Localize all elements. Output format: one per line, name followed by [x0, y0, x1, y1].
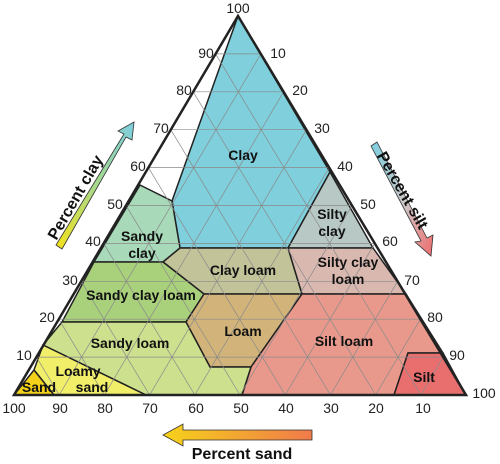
label-silty-clay: Silty clay — [317, 206, 347, 239]
clay-arrow-icon — [55, 121, 135, 250]
grid-line — [36, 356, 60, 396]
sand-tick-label: 90 — [52, 400, 68, 416]
clay-axis-arrow — [55, 121, 135, 250]
sand-tick-label: 70 — [142, 400, 158, 416]
label-silty-clay-loam: Silty clay loam — [318, 254, 379, 287]
silt-tick-label: 80 — [427, 309, 443, 325]
grid-line — [215, 53, 422, 396]
silt-tick-label: 20 — [292, 82, 308, 98]
sand-tick-label: 40 — [278, 400, 294, 416]
silt-tick-label: 10 — [270, 45, 286, 61]
label-sandy-clay-loam: Sandy clay loam — [86, 287, 196, 303]
clay-axis-title: Percent clay — [45, 153, 107, 243]
label-silt-loam: Silt loam — [315, 333, 373, 349]
sand-tick-label: 10 — [415, 400, 431, 416]
clay-tick-label: 10 — [16, 347, 32, 363]
label-clay-loam: Clay loam — [210, 262, 276, 278]
label-sand: Sand — [22, 379, 56, 395]
grid-line — [80, 281, 150, 396]
grid-line — [149, 129, 307, 396]
label-silt: Silt — [413, 369, 435, 385]
label-sandy-clay: Sandy clay — [121, 228, 163, 261]
sand-axis-arrow — [162, 423, 313, 447]
region-clay — [171, 14, 331, 249]
grid-line — [192, 91, 376, 396]
clay-tick-labels: 10 20 30 40 50 60 70 80 90 100 — [16, 0, 250, 363]
sand-axis-title: Percent sand — [192, 446, 292, 463]
grid-line — [104, 91, 284, 396]
silt-tick-label: 90 — [449, 347, 465, 363]
grid-line — [420, 356, 444, 396]
grid-line — [330, 281, 398, 396]
sand-tick-labels: 100 90 80 70 60 50 40 30 20 10 — [2, 400, 431, 416]
sand-tick-label: 20 — [368, 400, 384, 416]
silt-tick-label: 50 — [360, 196, 376, 212]
sand-tick-label: 100 — [2, 400, 26, 416]
clay-tick-label: 70 — [153, 120, 169, 136]
sand-tick-label: 60 — [188, 400, 204, 416]
clay-tick-label: 50 — [107, 196, 123, 212]
clay-tick-label: 30 — [62, 272, 78, 288]
grid-line — [58, 53, 262, 396]
grid-line — [125, 205, 241, 396]
silt-arrow-icon — [370, 141, 434, 257]
silt-tick-labels: 10 20 30 40 50 60 70 80 90 100 — [270, 45, 496, 401]
silt-tick-label: 30 — [314, 120, 330, 136]
silt-axis-title: Percent silt — [373, 149, 431, 233]
silt-axis-arrow — [370, 141, 434, 257]
label-sandy-loam: Sandy loam — [91, 335, 170, 351]
silt-tick-label: 40 — [337, 158, 353, 174]
label-loam: Loam — [224, 323, 261, 339]
label-loamy-sand: Loamy sand — [55, 363, 108, 395]
silt-tick-label: 60 — [382, 233, 398, 249]
clay-tick-label: 40 — [85, 233, 101, 249]
grid-line — [239, 205, 353, 396]
clay-tick-label: 80 — [176, 82, 192, 98]
sand-tick-label: 80 — [97, 400, 113, 416]
sand-tick-label: 50 — [233, 400, 249, 416]
clay-tick-label: 20 — [39, 309, 55, 325]
silt-tick-label: 70 — [404, 272, 420, 288]
triangle-outline — [11, 13, 469, 397]
grid-line — [170, 129, 331, 396]
sand-arrow-icon — [162, 423, 313, 447]
label-clay: Clay — [228, 147, 258, 163]
clay-tick-label: 100 — [226, 0, 250, 16]
region-labels: Clay Sandy clay Silty clay Clay loam Silty… — [22, 147, 435, 395]
grid-lines — [36, 53, 444, 396]
sand-tick-label: 30 — [323, 400, 339, 416]
silt-tick-label: 100 — [472, 385, 496, 401]
clay-tick-label: 60 — [130, 158, 146, 174]
clay-tick-label: 90 — [198, 45, 214, 61]
